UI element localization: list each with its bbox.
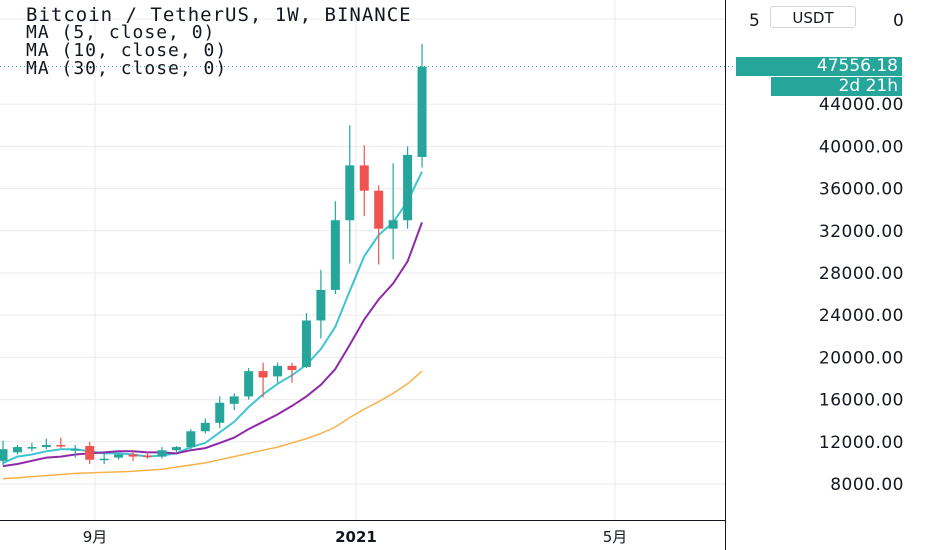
ma5-legend[interactable]: MA (5, close, 0): [26, 22, 216, 43]
currency-button[interactable]: USDT: [770, 6, 856, 28]
ma30-legend[interactable]: MA (30, close, 0): [26, 58, 228, 79]
chart-legend: Bitcoin / TetherUS, 1W, BINANCE MA (5, c…: [26, 6, 412, 78]
candle-body: [374, 190, 384, 229]
candle-body: [273, 365, 283, 377]
y-tick-label: 44000.00: [819, 95, 904, 115]
ma10-legend[interactable]: MA (10, close, 0): [26, 40, 228, 61]
grid-layer: [0, 0, 725, 520]
candle-body: [85, 446, 95, 460]
candle-body: [215, 402, 225, 423]
candle-body: [157, 450, 167, 457]
axis-layer: 8000.00 12000.00 16000.00 20000.00 24000.00 2…: [0, 0, 904, 550]
y-tick-label: 16000.00: [819, 391, 904, 411]
candle-body: [0, 449, 8, 461]
partial-price-label: 5: [749, 11, 760, 31]
candle-body: [417, 66, 427, 157]
y-tick-label: 36000.00: [819, 180, 904, 200]
candle-body: [330, 220, 340, 290]
candle-body: [345, 165, 355, 221]
x-tick-label: 2021: [335, 528, 377, 546]
candle-body: [27, 447, 37, 449]
candle-body: [258, 371, 268, 378]
candle-body: [359, 165, 369, 191]
candle-body: [114, 454, 124, 458]
candle-body: [41, 444, 51, 448]
candle-body: [200, 422, 210, 432]
candle-body: [70, 449, 80, 451]
symbol-title[interactable]: Bitcoin / TetherUS, 1W, BINANCE: [26, 4, 412, 26]
candle-body: [186, 431, 196, 448]
y-tick-label: 40000.00: [819, 137, 904, 157]
y-tick-label: 12000.00: [819, 433, 904, 453]
last-price-tag: 47556.18: [736, 57, 902, 76]
candle-body: [316, 289, 326, 321]
candle-body: [244, 371, 254, 397]
candle-body: [388, 220, 398, 229]
candle-body: [12, 447, 22, 453]
y-tick-label: 24000.00: [819, 306, 904, 326]
ma10-line: [2, 222, 423, 468]
candle-body: [56, 444, 66, 447]
candle-body: [301, 320, 311, 367]
candle-body: [143, 455, 152, 458]
candle-body: [287, 365, 297, 371]
x-tick-label: 9月: [83, 528, 108, 546]
candle-body: [99, 458, 109, 461]
y-tick-label: 32000.00: [819, 222, 904, 242]
x-tick-label: 5月: [603, 528, 628, 546]
y-tick-label: 8000.00: [830, 475, 904, 495]
candle-layer: [0, 44, 427, 466]
ma5-line: [2, 171, 423, 464]
y-tick-label: 20000.00: [819, 348, 904, 368]
partial-price-label: 0: [893, 11, 904, 31]
bar-countdown-tag: 2d 21h: [771, 77, 902, 96]
y-tick-label: 28000.00: [819, 264, 904, 284]
moving-average-layer: [2, 171, 423, 480]
ma30-line: [2, 370, 423, 480]
candle-body: [171, 447, 181, 451]
candle-body: [403, 154, 413, 221]
candle-body: [229, 396, 239, 404]
candle-body: [128, 454, 138, 457]
